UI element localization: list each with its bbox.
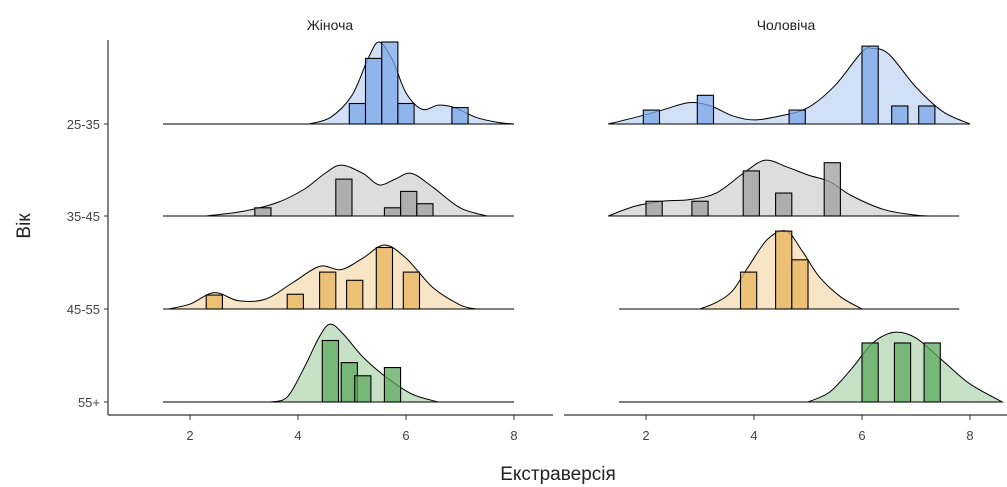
- y-tick-label-35-45: 35-45: [67, 209, 100, 224]
- histogram-bar: [402, 271, 421, 310]
- x-tick-label-m-6: 6: [858, 428, 865, 443]
- histogram-bar: [861, 45, 879, 125]
- histogram-bar: [383, 207, 402, 217]
- histogram-bar: [742, 170, 760, 217]
- histogram-bar: [286, 293, 304, 310]
- histogram-bar: [354, 375, 372, 403]
- histogram-bar: [691, 200, 709, 217]
- histogram-bar: [364, 57, 383, 125]
- histogram-bar: [645, 200, 663, 217]
- histogram-bar: [642, 109, 661, 125]
- histogram-bar: [823, 162, 841, 217]
- histogram-bar: [451, 107, 469, 125]
- histogram-bar: [381, 41, 399, 125]
- histogram-bar: [788, 109, 806, 125]
- x-tick-label-f-2: 2: [186, 428, 193, 443]
- histogram-bar: [319, 271, 337, 310]
- x-tick-label-m-8: 8: [966, 428, 973, 443]
- ridge-male-55+: [619, 331, 1005, 403]
- ridge-female-35-45: [163, 164, 514, 217]
- y-tick-label-45-55: 45-55: [67, 302, 100, 317]
- histogram-bar: [775, 192, 793, 217]
- histogram-bar: [918, 105, 936, 125]
- histogram-bar: [893, 342, 912, 403]
- histogram-bar: [861, 342, 879, 403]
- y-tick-label-25-35: 25-35: [67, 117, 100, 132]
- histogram-bar: [375, 246, 394, 310]
- histogram-bar: [383, 367, 402, 403]
- histogram-bar: [397, 102, 415, 125]
- histogram-bar: [348, 102, 367, 125]
- ridge-male-35-45: [608, 159, 960, 217]
- x-tick-label-f-4: 4: [294, 428, 301, 443]
- histogram-bar: [335, 178, 353, 217]
- histogram-bar: [923, 342, 941, 403]
- ridge-male-25-35: [608, 45, 971, 125]
- ridge-male-45-55: [619, 230, 960, 310]
- histogram-bar: [739, 271, 758, 310]
- ridges-layer: [163, 41, 1005, 403]
- histogram-bar: [346, 279, 364, 310]
- x-tick-label-m-2: 2: [642, 428, 649, 443]
- ridge-female-45-55: [163, 244, 514, 310]
- density-curve: [608, 159, 933, 217]
- histogram-bar: [321, 339, 340, 403]
- x-tick-label-f-8: 8: [510, 428, 517, 443]
- y-tick-label-55plus: 55+: [78, 395, 100, 410]
- histogram-bar: [416, 203, 434, 217]
- ridge-female-25-35: [163, 41, 515, 125]
- x-tick-label-m-4: 4: [750, 428, 757, 443]
- histogram-bar: [891, 105, 909, 125]
- histogram-bar: [775, 230, 793, 310]
- x-tick-label-f-6: 6: [402, 428, 409, 443]
- panel-label-female: Жіноча: [307, 17, 354, 33]
- histogram-bar: [254, 207, 272, 217]
- panel-label-male: Чоловіча: [757, 17, 816, 33]
- histogram-bar: [400, 190, 418, 217]
- y-axis-title: Вік: [14, 213, 35, 239]
- histogram-bar: [791, 259, 809, 310]
- x-axis-title: Екстраверсія: [500, 464, 616, 485]
- ridge-female-55+: [163, 323, 514, 403]
- histogram-bar: [696, 94, 715, 125]
- histogram-bar: [205, 294, 223, 310]
